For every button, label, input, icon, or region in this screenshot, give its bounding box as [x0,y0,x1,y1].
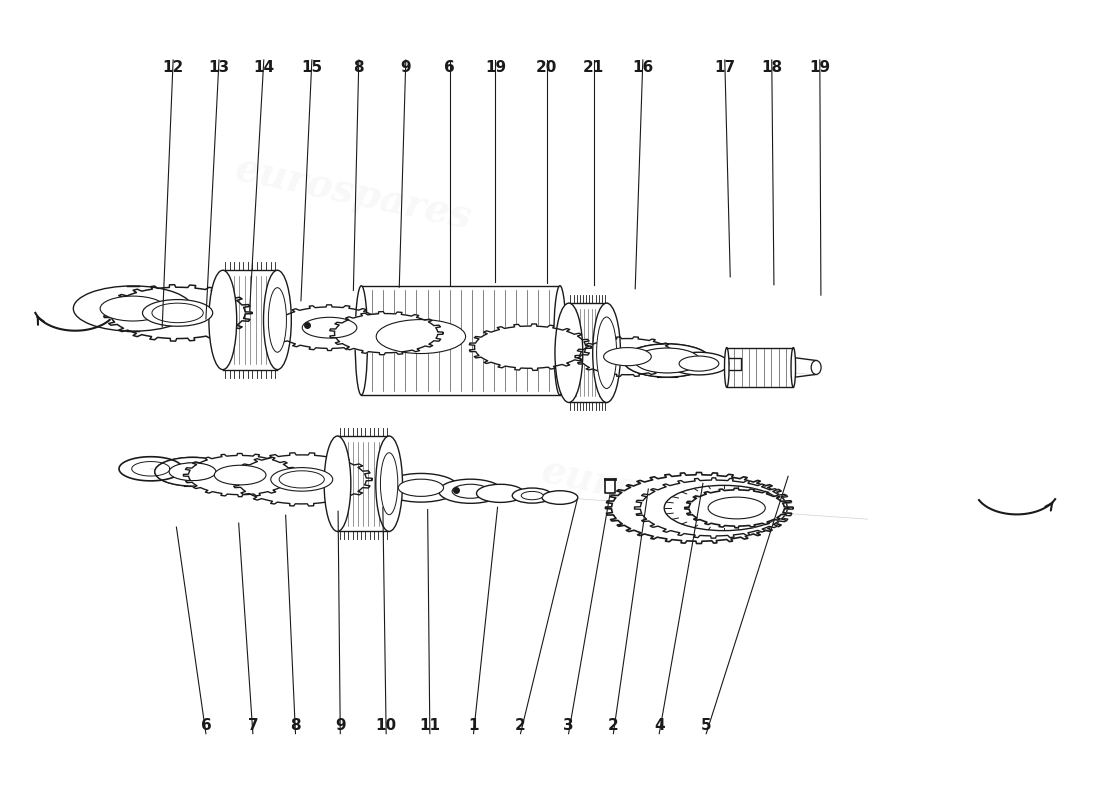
Text: 19: 19 [810,61,830,75]
Text: 9: 9 [336,718,345,734]
Ellipse shape [791,347,795,387]
Ellipse shape [725,347,729,387]
Ellipse shape [664,486,783,530]
Text: 2: 2 [608,718,618,734]
Text: 10: 10 [375,718,397,734]
Ellipse shape [279,471,324,488]
Ellipse shape [209,270,236,370]
Ellipse shape [596,317,617,389]
Ellipse shape [553,286,566,395]
Polygon shape [330,312,443,354]
Ellipse shape [383,474,459,502]
Ellipse shape [811,361,821,374]
Text: 21: 21 [583,61,604,75]
Ellipse shape [143,299,212,326]
Ellipse shape [513,488,552,503]
Ellipse shape [74,286,192,331]
Ellipse shape [452,484,490,498]
Text: 12: 12 [163,61,184,75]
Text: 6: 6 [200,718,211,734]
Ellipse shape [355,286,367,395]
Ellipse shape [521,491,543,500]
Text: 8: 8 [290,718,300,734]
Text: 18: 18 [761,61,782,75]
Ellipse shape [439,479,503,503]
Text: 5: 5 [701,718,712,734]
Text: 3: 3 [563,718,574,734]
Text: eurospares: eurospares [538,452,781,539]
Ellipse shape [635,348,700,373]
Text: 11: 11 [419,718,440,734]
Polygon shape [231,453,372,506]
Ellipse shape [398,479,443,496]
Ellipse shape [376,436,403,531]
Ellipse shape [271,468,332,491]
Polygon shape [103,285,252,341]
Ellipse shape [302,318,356,338]
Polygon shape [635,478,793,538]
Text: 8: 8 [353,61,364,75]
Text: 2: 2 [515,718,526,734]
Polygon shape [470,324,592,370]
Text: 17: 17 [714,61,735,75]
Polygon shape [270,305,389,350]
Text: 1: 1 [469,718,478,734]
Ellipse shape [264,270,292,370]
Ellipse shape [556,303,583,402]
Ellipse shape [624,344,711,377]
Polygon shape [684,488,789,528]
Text: 9: 9 [400,61,411,75]
Text: 16: 16 [632,61,653,75]
Ellipse shape [624,344,711,377]
Ellipse shape [268,288,286,352]
Polygon shape [184,454,297,497]
Ellipse shape [604,347,651,366]
Ellipse shape [169,463,216,481]
Text: 13: 13 [209,61,230,75]
Ellipse shape [542,490,578,504]
Polygon shape [605,473,792,543]
Ellipse shape [152,303,204,322]
Ellipse shape [100,296,166,321]
Text: 19: 19 [485,61,506,75]
Text: 7: 7 [248,718,258,734]
Text: 6: 6 [444,61,455,75]
Ellipse shape [708,497,766,519]
Ellipse shape [593,303,620,402]
Ellipse shape [376,319,465,354]
Text: 15: 15 [301,61,322,75]
Ellipse shape [476,484,525,502]
Ellipse shape [155,458,230,486]
Ellipse shape [636,349,698,373]
Ellipse shape [679,356,718,371]
Ellipse shape [169,463,216,480]
Text: eurospares: eurospares [232,150,475,237]
Text: 4: 4 [653,718,664,734]
Ellipse shape [381,453,398,514]
Ellipse shape [324,436,351,531]
Text: 14: 14 [253,61,274,75]
Ellipse shape [155,458,230,486]
Text: 20: 20 [536,61,558,75]
Polygon shape [575,337,680,376]
Ellipse shape [214,466,266,485]
Ellipse shape [669,352,728,375]
